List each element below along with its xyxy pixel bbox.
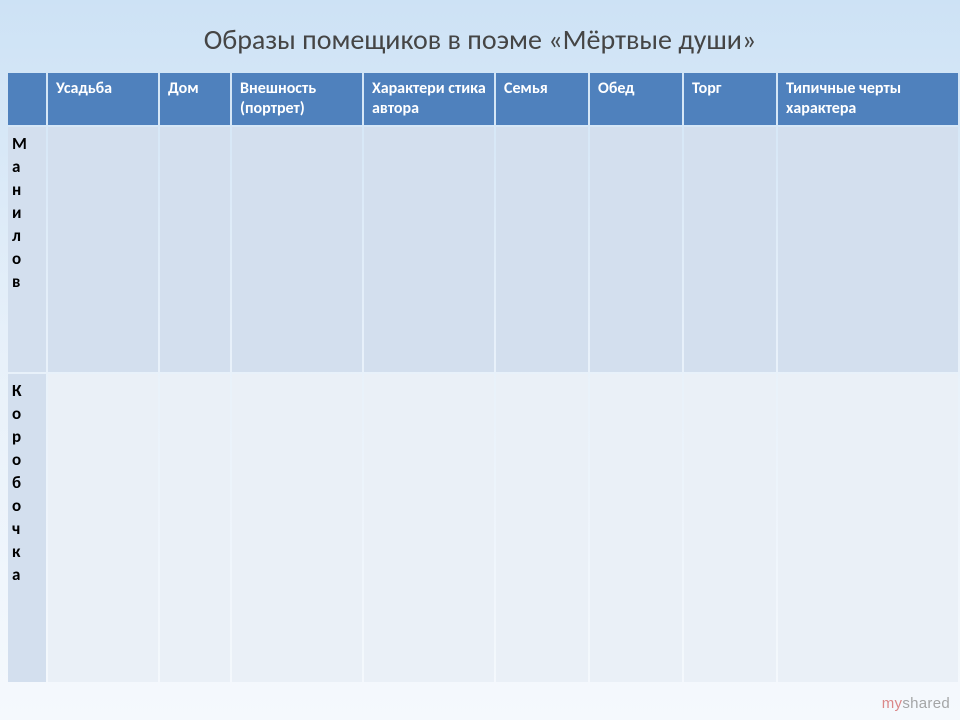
watermark: myshared — [882, 695, 950, 712]
header-author-char: Характери стика автора — [364, 73, 494, 125]
page-title: Образы помещиков в поэме «Мёртвые души» — [0, 0, 960, 71]
header-house: Дом — [160, 73, 230, 125]
cell — [778, 127, 958, 372]
cell — [684, 374, 776, 682]
cell — [232, 127, 362, 372]
cell — [778, 374, 958, 682]
table-row: М а н и л о в — [8, 127, 958, 372]
cell — [496, 127, 588, 372]
cell — [496, 374, 588, 682]
watermark-prefix: my — [882, 695, 903, 712]
cell — [48, 374, 158, 682]
table-header-row: Усадьба Дом Внешность (портрет) Характер… — [8, 73, 958, 125]
header-corner — [8, 73, 46, 125]
cell — [364, 374, 494, 682]
cell — [590, 374, 682, 682]
header-dinner: Обед — [590, 73, 682, 125]
cell — [684, 127, 776, 372]
header-bargain: Торг — [684, 73, 776, 125]
cell — [364, 127, 494, 372]
cell — [232, 374, 362, 682]
header-family: Семья — [496, 73, 588, 125]
cell — [160, 374, 230, 682]
landowners-table: Усадьба Дом Внешность (портрет) Характер… — [6, 71, 960, 684]
watermark-suffix: shared — [902, 695, 950, 712]
header-appearance: Внешность (портрет) — [232, 73, 362, 125]
cell — [590, 127, 682, 372]
row-label-korobochka: К о р о б о ч к а — [8, 374, 46, 682]
header-traits: Типичные черты характера — [778, 73, 958, 125]
header-estate: Усадьба — [48, 73, 158, 125]
cell — [48, 127, 158, 372]
cell — [160, 127, 230, 372]
table-container: Усадьба Дом Внешность (портрет) Характер… — [0, 71, 960, 684]
table-row: К о р о б о ч к а — [8, 374, 958, 682]
row-label-manilov: М а н и л о в — [8, 127, 46, 372]
